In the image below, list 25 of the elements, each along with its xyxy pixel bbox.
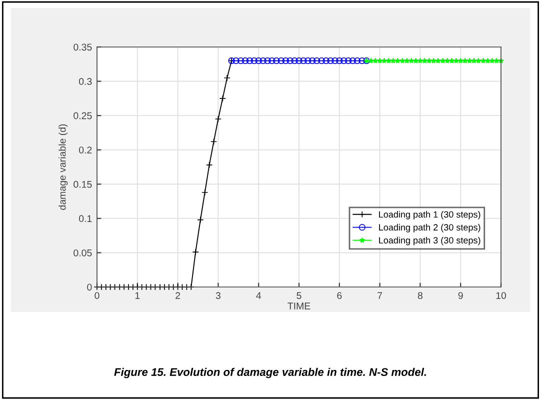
y-tick-label: 0.05 bbox=[74, 249, 92, 256]
x-tick-label: 2 bbox=[176, 292, 180, 299]
x-tick-label: 4 bbox=[256, 292, 262, 299]
x-axis-title: TIME bbox=[288, 302, 310, 310]
x-tick-label: 7 bbox=[378, 292, 382, 299]
y-tick-label: 0.2 bbox=[79, 146, 92, 154]
legend-label: Loading path 2 (30 steps) bbox=[379, 224, 480, 232]
y-tick-label: 0.15 bbox=[74, 180, 92, 188]
y-tick-label: 0.35 bbox=[74, 44, 92, 51]
y-tick-label: 0.25 bbox=[74, 112, 92, 120]
caption: Figure 15. Evolution of damage variable in time. N-S model. bbox=[114, 368, 426, 378]
y-axis-title: damage variable (d) bbox=[58, 124, 68, 210]
x-tick-label: 1 bbox=[135, 292, 140, 299]
x-tick-label: 10 bbox=[496, 292, 506, 299]
x-tick-label: 8 bbox=[418, 292, 422, 299]
legend-label: Loading path 3 (30 steps) bbox=[379, 236, 480, 246]
y-tick-label: 0.3 bbox=[79, 78, 92, 85]
y-tick-label: 0.1 bbox=[79, 215, 92, 222]
legend-label: Loading path 1 (30 steps) bbox=[379, 211, 480, 220]
x-tick-label: 6 bbox=[337, 292, 342, 299]
y-tick-label: 0 bbox=[87, 284, 92, 291]
x-tick-label: 3 bbox=[216, 292, 220, 299]
x-tick-label: 0 bbox=[94, 292, 100, 299]
x-tick-label: 9 bbox=[458, 292, 463, 299]
x-tick-label: 5 bbox=[296, 292, 302, 299]
